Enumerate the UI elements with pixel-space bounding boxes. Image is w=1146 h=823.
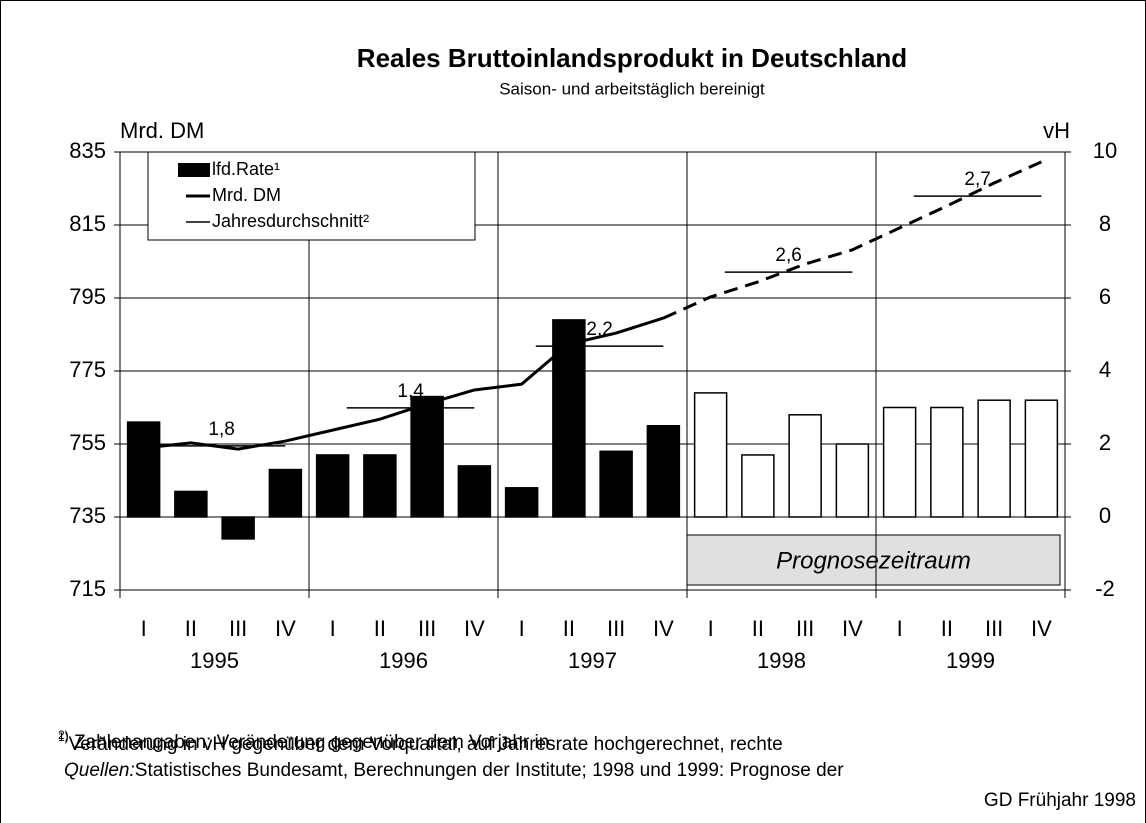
- x-tick-label: IV: [464, 616, 485, 641]
- year-label: 1996: [379, 648, 428, 673]
- bar: [221, 516, 255, 540]
- footnote-1: 1)Veränderung in vH gegenüber dem Vorqua…: [58, 730, 783, 755]
- bar: [126, 421, 161, 518]
- credit: GD Frühjahr 1998: [984, 790, 1136, 811]
- x-tick-label: IV: [653, 616, 674, 641]
- x-tick-label: III: [985, 616, 1003, 641]
- chart-subtitle: Saison- und arbeitstäglich bereinigt: [499, 79, 765, 98]
- y2-tick-label: 10: [1093, 138, 1117, 163]
- bar: [1024, 399, 1059, 518]
- x-tick-label: III: [796, 616, 814, 641]
- x-tick-label: II: [185, 616, 197, 641]
- x-tick-label: I: [897, 616, 903, 641]
- y2-tick-label: 0: [1099, 503, 1111, 528]
- annual-label: 2,2: [586, 319, 612, 340]
- footnote-2: 2) Zahlenangaben: Veränderung gegenüber …: [58, 728, 549, 753]
- bar: [410, 395, 444, 518]
- bar: [835, 443, 870, 518]
- x-tick-label: I: [708, 616, 714, 641]
- footnote-mark: 2): [58, 728, 69, 742]
- x-tick-label: II: [374, 616, 386, 641]
- bar: [504, 487, 539, 518]
- year-label: 1997: [568, 648, 617, 673]
- x-tick-label: II: [563, 616, 575, 641]
- x-tick-label: III: [229, 616, 247, 641]
- line: [662, 160, 1042, 320]
- year-label: 1998: [757, 648, 806, 673]
- bar: [646, 425, 681, 518]
- x-tick-label: IV: [842, 616, 863, 641]
- bar: [882, 406, 917, 518]
- forecast-box: [686, 534, 1061, 586]
- y2-tick-label: 6: [1099, 284, 1111, 309]
- annual-label: 2,7: [964, 169, 990, 190]
- x-tick-label: I: [330, 616, 336, 641]
- x-tick-label: IV: [1031, 616, 1052, 641]
- x-tick-label: I: [519, 616, 525, 641]
- chart-title: Reales Bruttoinlandsprodukt in Deutschla…: [357, 43, 907, 73]
- y-tick-label: 755: [69, 430, 106, 455]
- legend-label: Jahresdurchschnitt²: [212, 211, 369, 231]
- y2-tick-label: 4: [1099, 357, 1111, 382]
- bar: [977, 399, 1011, 518]
- y-tick-label: 715: [69, 576, 106, 601]
- y-tick-label: 795: [69, 284, 106, 309]
- x-tick-label: II: [752, 616, 764, 641]
- footnote-text: Zahlenangaben: Veränderung gegenüber dem…: [69, 732, 550, 753]
- y2-tick-label: 8: [1099, 211, 1111, 236]
- bar: [552, 319, 586, 518]
- footnote-text: Veränderung in vH gegenüber dem Vorquart…: [69, 734, 783, 755]
- y-tick-label: 835: [69, 138, 106, 163]
- bar: [788, 414, 822, 518]
- legend-label: lfd.Rate¹: [212, 159, 280, 179]
- x-tick-label: III: [607, 616, 625, 641]
- y-tick-label: 815: [69, 211, 106, 236]
- bar: [363, 454, 397, 518]
- legend-swatch: [178, 163, 210, 177]
- x-tick-label: IV: [275, 616, 296, 641]
- y-axis-label: Mrd. DM: [120, 118, 204, 143]
- legend-label: Mrd. DM: [212, 185, 281, 205]
- source: Quellen:Statistisches Bundesamt, Berechn…: [64, 760, 844, 781]
- x-tick-label: III: [418, 616, 436, 641]
- bar: [599, 450, 633, 518]
- bar: [457, 465, 492, 518]
- source-label: Quellen:: [64, 760, 135, 781]
- line: [143, 316, 664, 451]
- forecast-label: Prognosezeitraum: [776, 547, 971, 574]
- x-tick-label: I: [141, 616, 147, 641]
- y2-tick-label: -2: [1095, 576, 1115, 601]
- y-tick-label: 735: [69, 503, 106, 528]
- annual-label: 1,4: [397, 381, 424, 402]
- year-label: 1995: [190, 648, 239, 673]
- annual-label: 2,6: [775, 245, 801, 266]
- x-tick-label: II: [941, 616, 953, 641]
- bar: [268, 468, 303, 518]
- bar: [315, 454, 350, 518]
- source-text: Statistisches Bundesamt, Berechnungen de…: [135, 760, 844, 781]
- bar: [174, 490, 208, 518]
- bar: [741, 454, 775, 518]
- y2-axis-label: vH: [1043, 118, 1070, 143]
- bar: [930, 406, 964, 518]
- annual-label: 1,8: [208, 419, 234, 440]
- year-label: 1999: [946, 648, 995, 673]
- y2-tick-label: 2: [1099, 430, 1111, 455]
- footnote-mark: 1): [58, 730, 69, 744]
- bar: [693, 392, 728, 518]
- y-tick-label: 775: [69, 357, 106, 382]
